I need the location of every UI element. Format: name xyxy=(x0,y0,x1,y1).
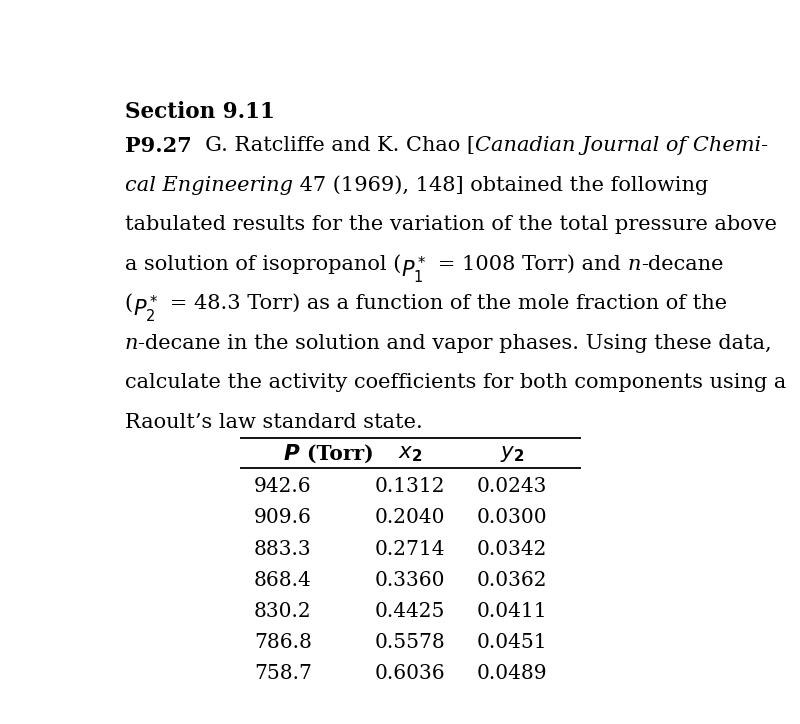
Text: G. Ratcliffe and K. Chao [: G. Ratcliffe and K. Chao [ xyxy=(191,136,474,155)
Text: (: ( xyxy=(125,294,133,313)
Text: 0.0362: 0.0362 xyxy=(477,571,547,590)
Text: 909.6: 909.6 xyxy=(254,508,312,527)
Text: n: n xyxy=(627,255,641,274)
Text: cal Engineering: cal Engineering xyxy=(125,175,293,195)
Text: 47 (1969), 148] obtained the following: 47 (1969), 148] obtained the following xyxy=(293,175,708,195)
Text: 868.4: 868.4 xyxy=(254,571,312,590)
Text: 0.0300: 0.0300 xyxy=(477,508,548,527)
Text: 830.2: 830.2 xyxy=(254,602,312,621)
Text: Canadian Journal of Chemi-: Canadian Journal of Chemi- xyxy=(474,136,768,155)
Text: 0.2040: 0.2040 xyxy=(374,508,446,527)
Text: 0.3360: 0.3360 xyxy=(374,571,446,590)
Text: 0.0342: 0.0342 xyxy=(477,539,547,558)
Text: $\mathit{x}_\mathbf{2}$: $\mathit{x}_\mathbf{2}$ xyxy=(398,444,422,463)
Text: 883.3: 883.3 xyxy=(254,539,312,558)
Text: $\boldsymbol{P}$: $\boldsymbol{P}$ xyxy=(283,444,300,463)
Text: 0.6036: 0.6036 xyxy=(374,665,446,683)
Text: $P_1^*$: $P_1^*$ xyxy=(401,255,427,286)
Text: 942.6: 942.6 xyxy=(254,477,312,496)
Text: (Torr): (Torr) xyxy=(300,444,374,463)
Text: Section 9.11: Section 9.11 xyxy=(125,101,274,123)
Text: 0.0243: 0.0243 xyxy=(477,477,547,496)
Text: calculate the activity coefficients for both components using a: calculate the activity coefficients for … xyxy=(125,374,786,392)
Text: 0.0489: 0.0489 xyxy=(477,665,548,683)
Text: 0.0411: 0.0411 xyxy=(477,602,548,621)
Text: 0.0451: 0.0451 xyxy=(477,634,548,652)
Text: $\mathit{y}_\mathbf{2}$: $\mathit{y}_\mathbf{2}$ xyxy=(500,444,525,463)
Text: $P_2^*$: $P_2^*$ xyxy=(133,294,159,326)
Text: 786.8: 786.8 xyxy=(254,634,312,652)
Text: Raoult’s law standard state.: Raoult’s law standard state. xyxy=(125,413,422,432)
Text: = 48.3 Torr) as a function of the mole fraction of the: = 48.3 Torr) as a function of the mole f… xyxy=(159,294,727,313)
Text: 0.2714: 0.2714 xyxy=(374,539,446,558)
Text: P9.27: P9.27 xyxy=(125,136,191,156)
Text: 758.7: 758.7 xyxy=(254,665,312,683)
Text: -decane in the solution and vapor phases. Using these data,: -decane in the solution and vapor phases… xyxy=(138,334,772,353)
Text: tabulated results for the variation of the total pressure above: tabulated results for the variation of t… xyxy=(125,215,777,234)
Text: a solution of isopropanol (: a solution of isopropanol ( xyxy=(125,255,401,274)
Text: 0.5578: 0.5578 xyxy=(374,634,446,652)
Text: 0.1312: 0.1312 xyxy=(374,477,446,496)
Text: -decane: -decane xyxy=(641,255,723,274)
Text: = 1008 Torr) and: = 1008 Torr) and xyxy=(427,255,627,274)
Text: 0.4425: 0.4425 xyxy=(375,602,445,621)
Text: n: n xyxy=(125,334,138,353)
